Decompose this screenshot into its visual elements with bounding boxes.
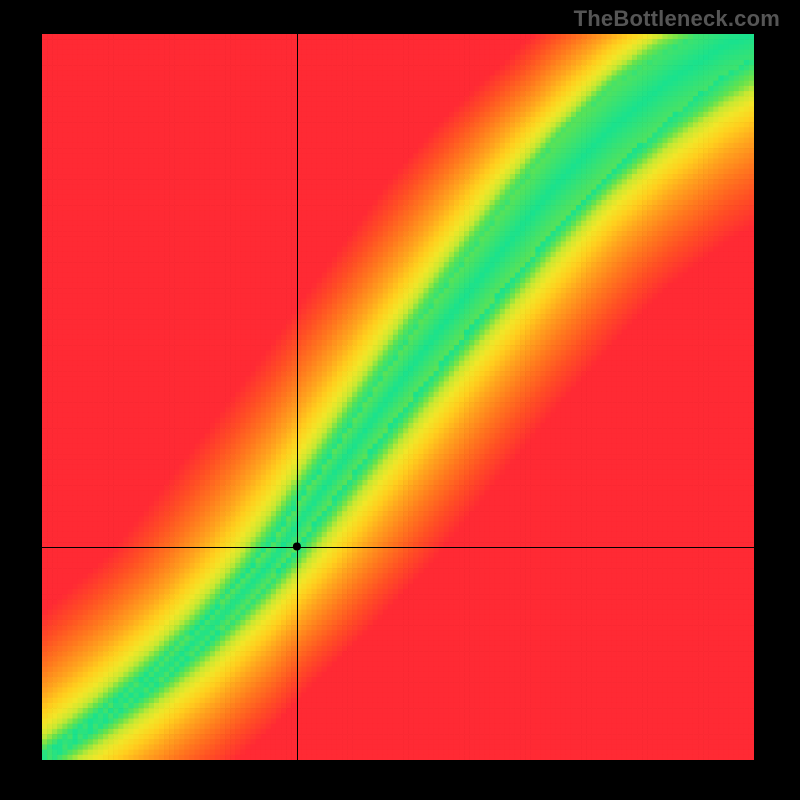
watermark-text: TheBottleneck.com xyxy=(574,6,780,32)
bottleneck-heatmap xyxy=(42,34,754,760)
